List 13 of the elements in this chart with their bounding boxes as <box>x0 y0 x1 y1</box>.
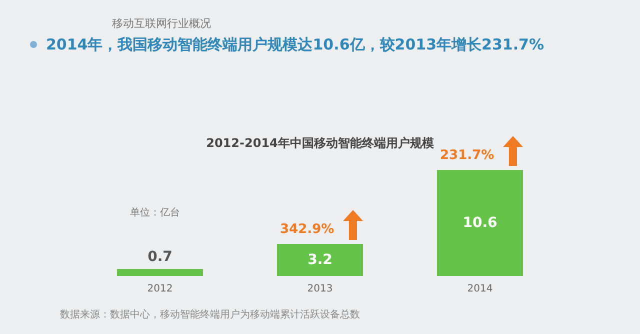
chart-title: 2012-2014年中国移动智能终端用户规模 <box>206 136 434 150</box>
chart-subtitle: 2014年，我国移动智能终端用户规模达10.6亿，较2013年增长231.7% <box>46 36 544 54</box>
x-tick-label: 2012 <box>147 284 173 294</box>
text: 移动互联网行业概况 <box>112 17 211 30</box>
x-tick-label: 2014 <box>467 284 493 294</box>
data-label: 0.7 <box>148 249 172 265</box>
source-note: 数据来源：数据中心，移动智能终端用户为移动端累计活跃设备总数 <box>60 308 360 320</box>
annotation: 231.7% <box>440 148 494 163</box>
data-label: 3.2 <box>308 252 332 268</box>
data-label: 10.6 <box>462 215 498 231</box>
y-axis-title: 单位：亿台 <box>130 206 180 218</box>
x-tick-label: 2013 <box>307 284 333 294</box>
annotation: 342.9% <box>280 222 334 237</box>
